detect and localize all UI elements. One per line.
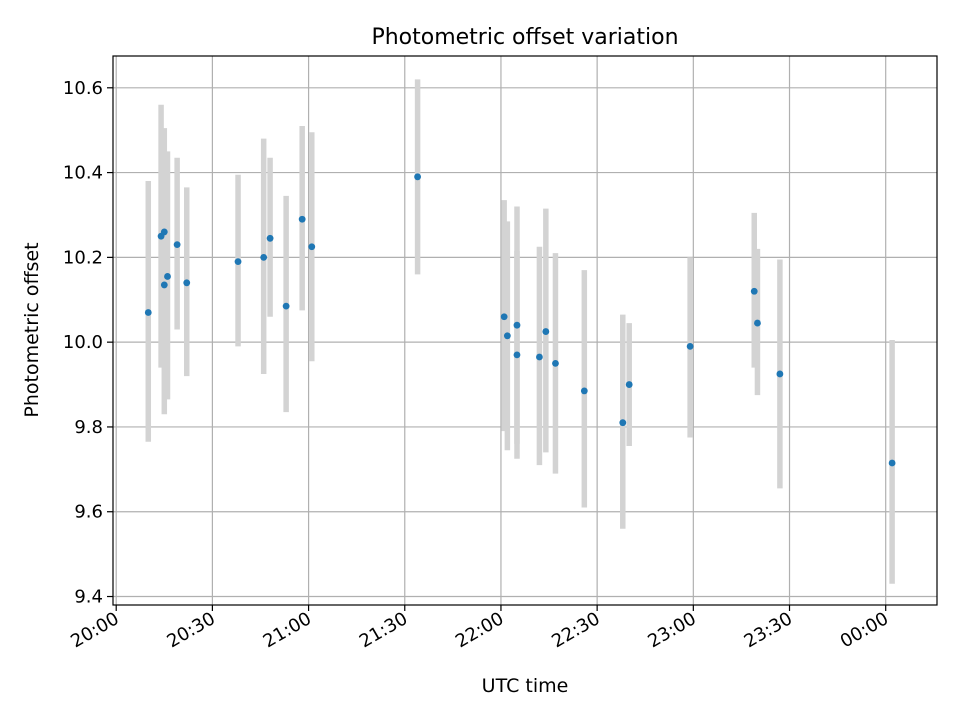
y-tick-label: 9.8 <box>74 417 103 438</box>
data-points <box>144 173 896 467</box>
data-point <box>183 279 191 287</box>
data-point <box>160 281 168 289</box>
y-tick-label: 9.4 <box>74 587 103 608</box>
data-point <box>260 253 268 261</box>
y-tick-label: 10.6 <box>63 78 103 99</box>
y-axis-label: Photometric offset <box>21 242 43 417</box>
data-point <box>750 287 758 295</box>
data-point <box>164 273 171 280</box>
data-point <box>536 353 543 361</box>
data-point <box>503 332 511 340</box>
data-point <box>552 359 559 367</box>
y-tick-label: 10.4 <box>63 163 103 184</box>
data-point <box>414 173 421 181</box>
data-point <box>298 215 306 223</box>
data-point <box>776 370 784 378</box>
data-point <box>308 243 316 251</box>
y-tick-label: 9.6 <box>74 502 103 523</box>
data-point <box>580 387 588 395</box>
data-point <box>513 321 521 329</box>
data-point <box>686 342 694 350</box>
grid <box>113 56 937 605</box>
data-point <box>266 234 274 242</box>
data-point <box>282 302 290 310</box>
x-axis-label: UTC time <box>482 675 569 697</box>
data-point <box>173 241 181 249</box>
data-point <box>625 381 633 388</box>
data-point <box>513 351 521 359</box>
data-point <box>500 313 508 321</box>
data-point <box>619 419 627 427</box>
y-tick-label: 10.2 <box>63 247 103 268</box>
data-point <box>888 459 896 467</box>
plot-frame <box>112 55 938 606</box>
chart-title: Photometric offset variation <box>371 25 678 50</box>
data-point <box>160 228 168 236</box>
y-ticks: 9.4 9.6 9.8 10.0 10.2 10.4 10.6 <box>63 78 113 608</box>
data-point <box>754 319 761 327</box>
data-point <box>542 328 550 335</box>
data-point <box>234 258 242 266</box>
data-point <box>144 309 152 316</box>
y-tick-label: 10.0 <box>63 332 103 353</box>
